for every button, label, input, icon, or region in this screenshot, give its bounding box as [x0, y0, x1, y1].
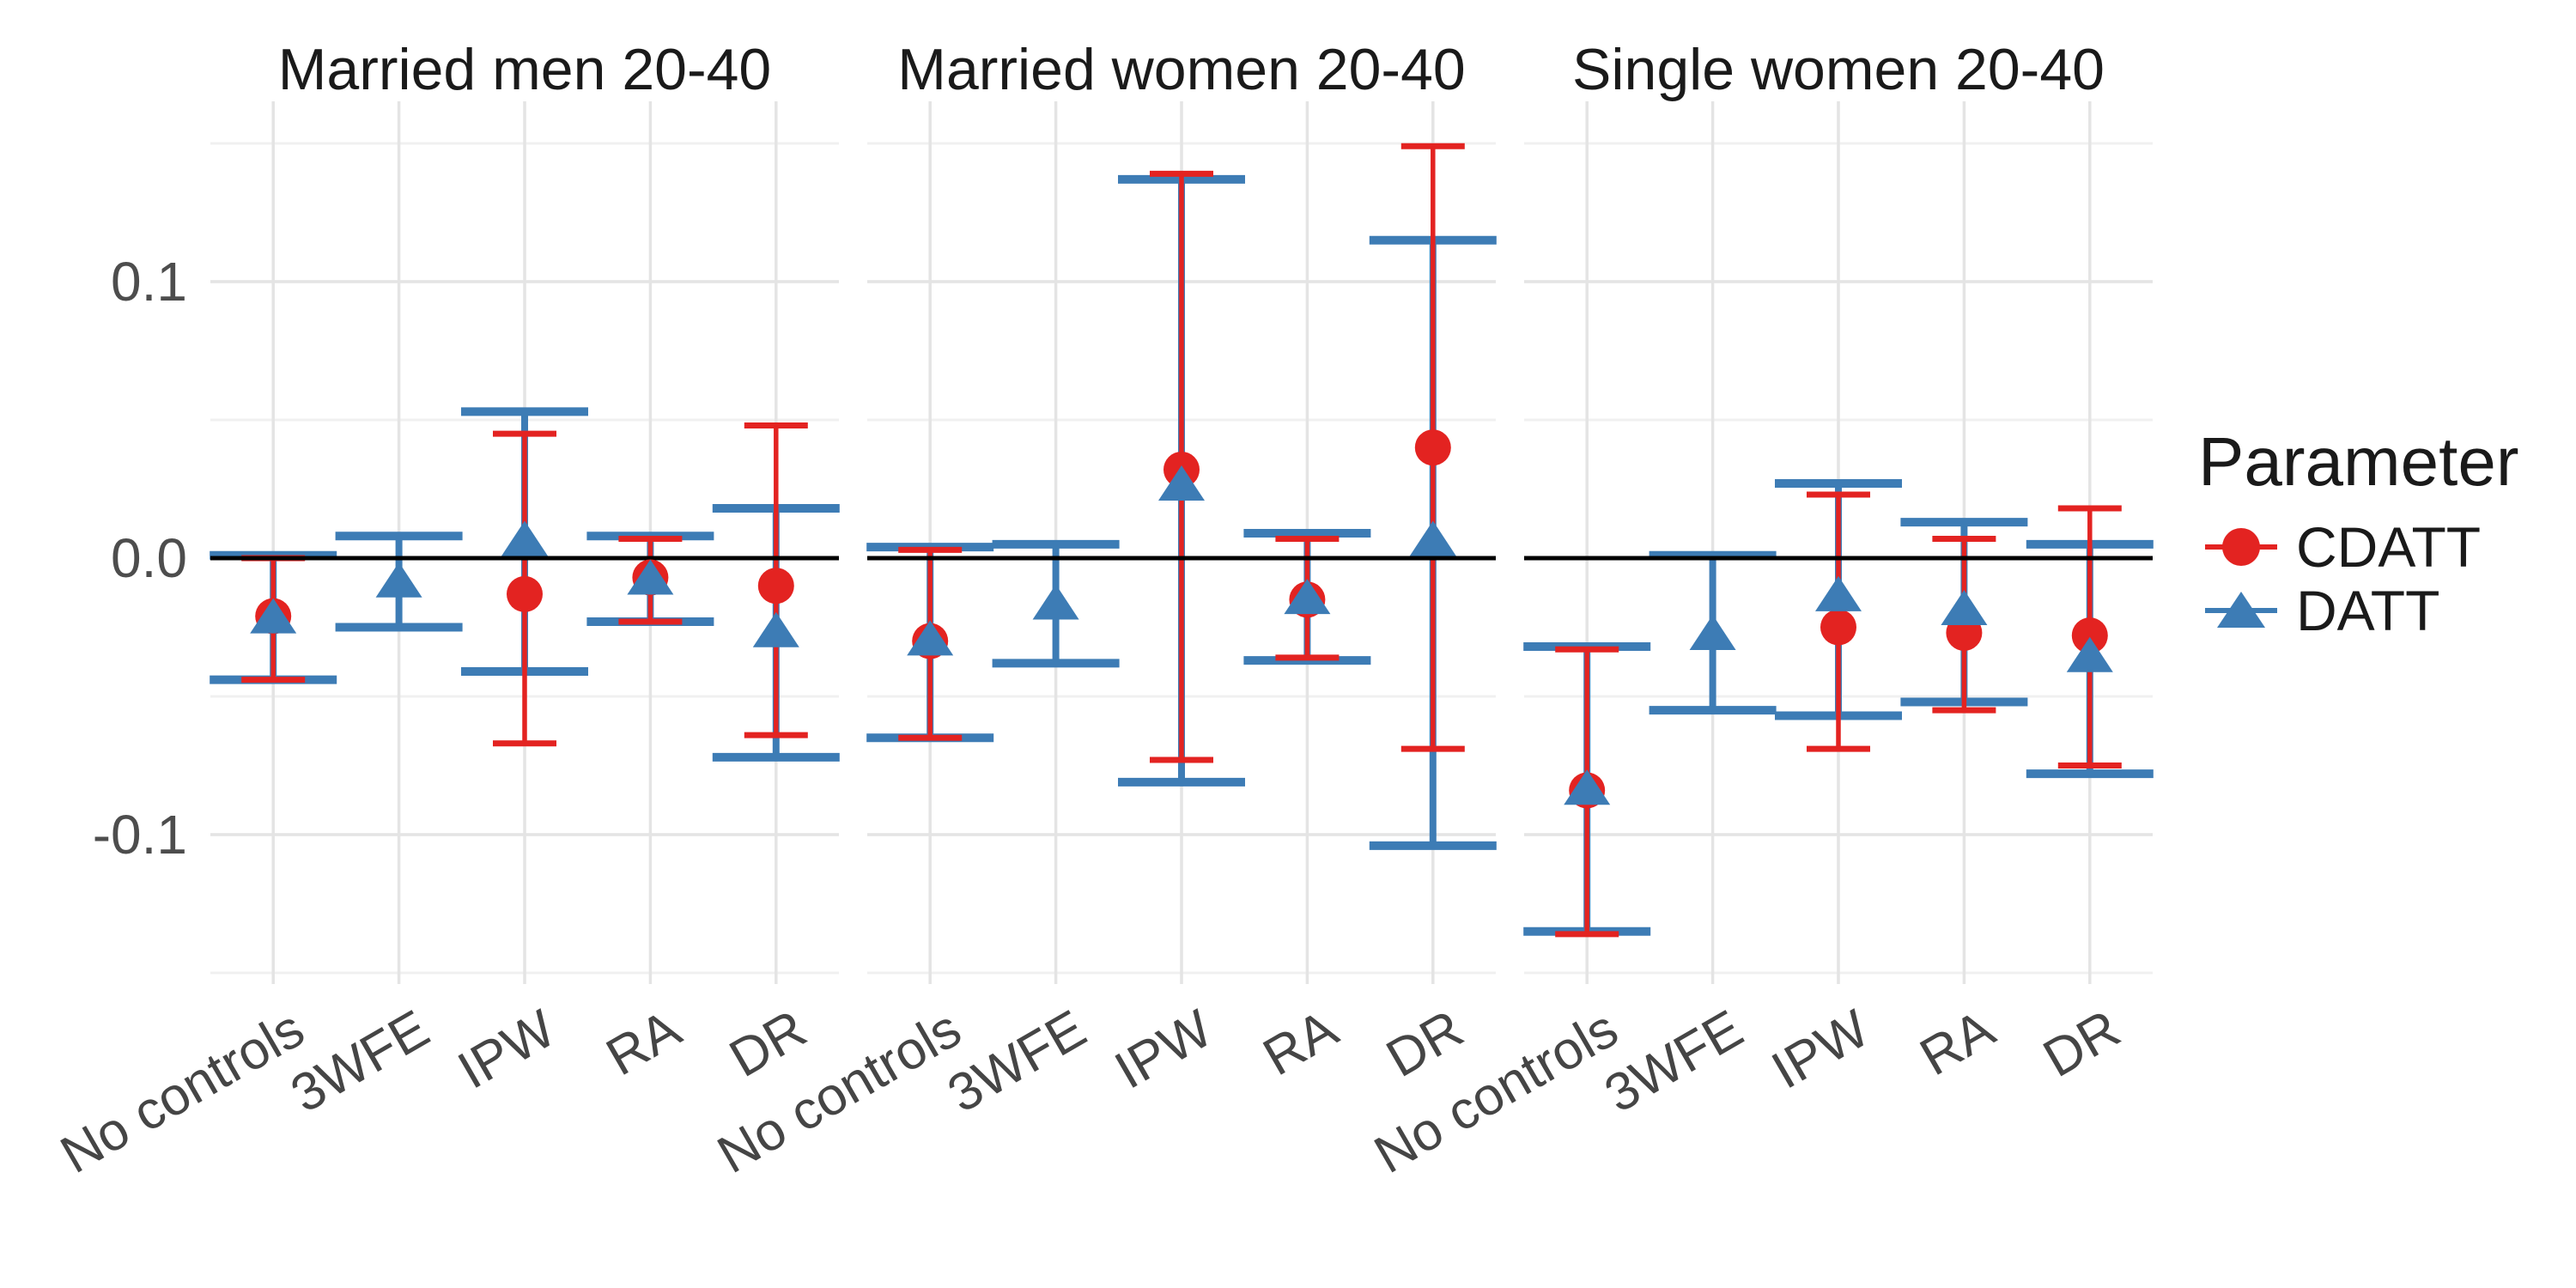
- point-datt: [1689, 614, 1736, 650]
- point-datt: [375, 562, 422, 598]
- point-datt: [1815, 575, 1862, 611]
- facet-title: Married men 20-40: [277, 37, 772, 102]
- point-datt: [501, 520, 548, 556]
- datt-marker-icon: [2205, 592, 2277, 628]
- legend-entry-label: CDATT: [2296, 515, 2482, 579]
- point-datt: [752, 611, 799, 647]
- legend-entry-datt: DATT: [2198, 579, 2518, 642]
- facet-title: Married women 20-40: [897, 37, 1466, 102]
- point-datt: [1158, 465, 1205, 501]
- y-tick-label: 0.0: [111, 527, 187, 589]
- y-tick-label: -0.1: [92, 804, 187, 866]
- point-cdatt: [1414, 429, 1451, 466]
- point-datt: [907, 620, 954, 656]
- point-cdatt: [757, 568, 794, 605]
- point-datt: [1032, 584, 1079, 620]
- point-cdatt: [507, 575, 543, 612]
- point-datt: [1409, 520, 1456, 556]
- legend: Parameter CDATT DATT: [2198, 422, 2518, 642]
- point-datt: [1941, 589, 1988, 625]
- point-datt: [250, 598, 297, 634]
- y-tick-label: 0.1: [111, 251, 187, 313]
- legend-entry-label: DATT: [2296, 579, 2440, 642]
- point-datt: [1564, 769, 1611, 805]
- cdatt-marker-icon: [2205, 528, 2277, 566]
- point-cdatt: [1820, 609, 1856, 646]
- point-cdatt: [2071, 617, 2108, 654]
- facet-title: Single women 20-40: [1572, 37, 2105, 102]
- point-datt: [627, 559, 674, 595]
- point-datt: [2066, 636, 2113, 672]
- point-datt: [1284, 579, 1331, 615]
- legend-entry-cdatt: CDATT: [2198, 515, 2518, 579]
- legend-title: Parameter: [2198, 423, 2519, 500]
